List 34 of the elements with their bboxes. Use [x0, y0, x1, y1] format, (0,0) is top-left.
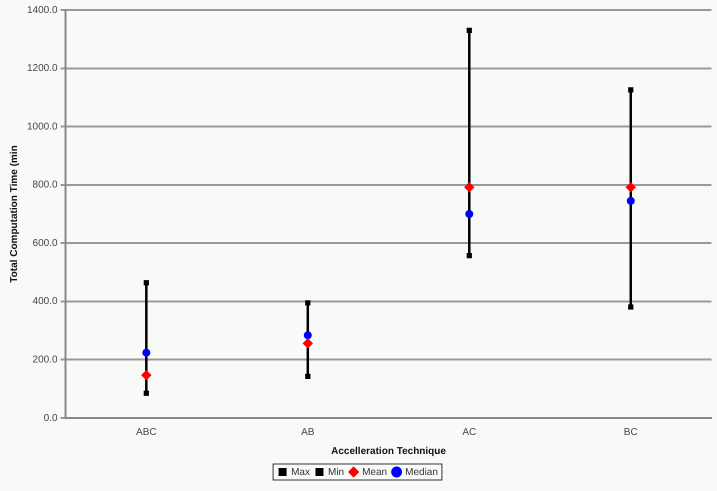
legend-label: Max: [291, 466, 310, 478]
point: [302, 338, 313, 348]
point: [141, 370, 152, 380]
x-tick-label: AB: [301, 426, 315, 438]
y-tick-label: 800.0: [32, 180, 58, 191]
point: [466, 253, 472, 258]
point: [626, 196, 635, 205]
point: [142, 348, 150, 357]
point: [305, 300, 310, 306]
x-tick-label: ABC: [136, 426, 157, 438]
legend-label: Min: [328, 466, 344, 478]
point: [304, 331, 312, 340]
y-tick-label: 400.0: [32, 296, 58, 308]
y-tick-label: 1200.0: [26, 63, 58, 74]
point: [628, 304, 634, 310]
x-tick-label: BC: [624, 426, 638, 438]
point: [144, 280, 149, 286]
legend-label: Median: [405, 466, 438, 478]
y-tick-label: 600.0: [32, 238, 58, 249]
y-tick-label: 1000.0: [26, 121, 58, 132]
x-tick-label: AC: [462, 426, 476, 438]
y-tick-label: 0.0: [44, 412, 58, 424]
y-tick-label: 200.0: [32, 354, 58, 366]
point: [464, 182, 474, 192]
point: [144, 390, 149, 396]
legend-label: Mean: [362, 466, 388, 478]
y-tick-label: 1400.0: [26, 4, 58, 16]
point: [465, 210, 474, 218]
point: [628, 87, 634, 92]
y-axis-title: Total Computation Time (min: [8, 145, 20, 283]
x-axis-title: Accelleration Technique: [331, 446, 446, 457]
point: [305, 374, 310, 379]
point: [466, 28, 472, 34]
point: [626, 182, 636, 192]
